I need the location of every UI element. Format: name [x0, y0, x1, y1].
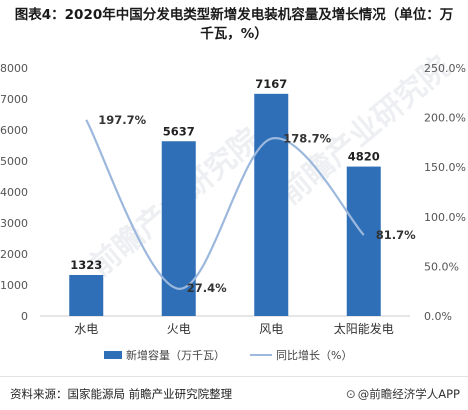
wechat-icon: ⊙: [345, 387, 356, 401]
y-left-tick-label: 6000: [0, 124, 28, 137]
brand-credit: ⊙ @前瞻经济学人APP: [346, 386, 460, 402]
line-value-label: 81.7%: [376, 228, 416, 242]
legend-label: 同比增长（%）: [276, 348, 352, 362]
y-left-tick-label: 1000: [0, 279, 28, 292]
legend-label: 新增容量（万千瓦）: [126, 348, 225, 362]
line-value-label: 178.7%: [283, 132, 331, 146]
x-tick-label: 风电: [259, 322, 283, 336]
bar-value-label: 4820: [348, 150, 380, 164]
x-tick-label: 火电: [167, 322, 191, 336]
y-right-tick-label: 0.0%: [424, 310, 452, 323]
y-left-tick-label: 4000: [0, 186, 28, 199]
bar: [69, 274, 104, 316]
y-left-tick-label: 2000: [0, 248, 28, 261]
footer: 资料来源：国家能源局 前瞻产业研究院整理 ⊙ @前瞻经济学人APP: [0, 376, 468, 410]
chart-area: 0 1000 2000 3000 4000 5000 6000 7000 8000 0.0% 50.…: [0, 62, 466, 362]
y-right-tick-label: 250.0%: [424, 62, 466, 75]
y-left-tick-label: 7000: [0, 93, 28, 106]
line-value-label: 27.4%: [187, 281, 227, 295]
growth-line: [85, 119, 365, 290]
bar: [161, 141, 196, 316]
bar-value-label: 1323: [70, 258, 102, 272]
y-left-tick-label: 5000: [0, 155, 28, 168]
line-value-label: 197.7%: [98, 113, 146, 127]
bar-value-label: 5637: [163, 124, 195, 138]
y-right-tick-label: 50.0%: [424, 260, 459, 273]
bar: [346, 166, 381, 316]
y-right-tick-label: 200.0%: [424, 112, 466, 125]
source-note: 资料来源：国家能源局 前瞻产业研究院整理: [10, 387, 233, 401]
brand-text: @前瞻经济学人APP: [357, 387, 460, 401]
y-left-tick-label: 8000: [0, 62, 28, 75]
y-left-tick-label: 0: [21, 310, 28, 323]
bar-value-label: 7167: [255, 77, 287, 91]
x-tick-label: 水电: [74, 322, 98, 336]
y-right-tick-label: 100.0%: [424, 211, 466, 224]
legend-swatch-bar: [104, 351, 122, 359]
chart-title: 图表4：2020年中国分发电类型新增发电装机容量及增长情况（单位：万千瓦，%）: [14, 7, 454, 42]
y-right-tick-label: 150.0%: [424, 161, 466, 174]
x-tick-label: 太阳能发电: [334, 321, 394, 336]
bar: [254, 93, 289, 316]
y-left-tick-label: 3000: [0, 217, 28, 230]
